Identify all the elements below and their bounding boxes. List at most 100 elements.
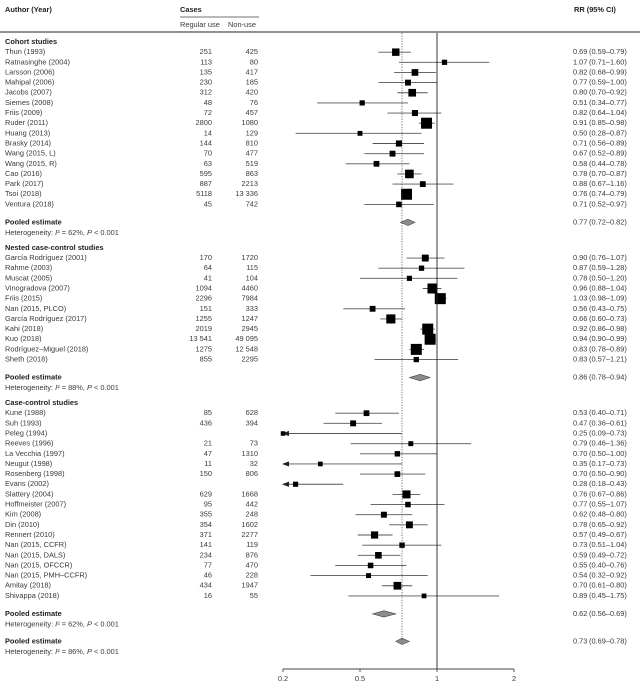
regular-use-cases: 1255 [196, 314, 212, 323]
regular-use-cases: 855 [200, 355, 212, 364]
rr-ci: (0.46–1.36) [589, 439, 627, 448]
ci-arrow-left-icon [282, 461, 289, 467]
rr-column-header: RR (95% CI) [574, 5, 616, 14]
rr-ci: (0.64–1.04) [589, 108, 627, 117]
rr-estimate: 0.94 [573, 334, 587, 343]
rr-ci: (0.17–0.73) [589, 459, 627, 468]
study-author: Nan (2015, DALS) [5, 550, 65, 559]
non-use-cases: 1080 [242, 118, 258, 127]
study-author: Neugut (1998) [5, 459, 52, 468]
pooled-estimate-label: Pooled estimate [5, 217, 62, 226]
study-estimate-square [394, 471, 401, 477]
regular-use-cases: 355 [200, 510, 212, 519]
study-estimate-square [434, 293, 446, 305]
rr-ci: (0.57–1.21) [589, 355, 627, 364]
study-author: Wang (2015, L) [5, 149, 56, 158]
regular-use-cases: 1275 [196, 344, 212, 353]
regular-use-cases: 113 [200, 57, 212, 66]
non-use-cases: 863 [246, 169, 258, 178]
study-estimate-square [369, 305, 376, 312]
regular-use-cases: 46 [204, 571, 212, 580]
rr-estimate: 0.87 [573, 263, 587, 272]
regular-use-cases: 13 541 [189, 334, 212, 343]
rr-estimate: 0.77 [573, 500, 587, 509]
rr-ci: (0.72–0.82) [589, 217, 627, 226]
rr-estimate: 0.90 [573, 253, 587, 262]
study-estimate-square [410, 343, 422, 355]
study-estimate-square [386, 314, 396, 324]
rr-ci: (0.50–1.20) [589, 273, 627, 282]
rr-ci: (0.86–0.98) [589, 324, 627, 333]
study-author: García Rodríguez (2017) [5, 314, 87, 323]
rr-estimate: 0.51 [573, 98, 587, 107]
study-estimate-square [394, 451, 401, 457]
regular-use-cases: 85 [204, 408, 212, 417]
non-use-cases: 2945 [242, 324, 258, 333]
rr-ci: (0.49–0.72) [589, 550, 627, 559]
regular-use-cases: 16 [204, 591, 212, 600]
rr-ci: (0.45–1.75) [589, 591, 627, 600]
study-author: Peleg (1994) [5, 428, 47, 437]
non-use-cases: 628 [246, 408, 258, 417]
x-tick-label: 0.2 [278, 674, 288, 683]
non-use-cases: 420 [246, 88, 258, 97]
rr-estimate: 0.73 [573, 636, 587, 645]
study-estimate-square [373, 160, 380, 167]
rr-estimate: 0.70 [573, 469, 587, 478]
rr-ci: (0.68–0.99) [589, 67, 627, 76]
regular-use-cases: 151 [200, 304, 212, 313]
regular-use-cases: 150 [200, 469, 212, 478]
rr-estimate: 0.53 [573, 408, 587, 417]
non-use-cases: 333 [246, 304, 258, 313]
rr-estimate: 0.62 [573, 609, 587, 618]
regular-use-cases: 95 [204, 500, 212, 509]
rr-estimate: 0.83 [573, 355, 587, 364]
rr-ci: (0.74–0.79) [589, 189, 627, 198]
non-use-cases: 425 [246, 47, 258, 56]
rr-ci: (0.59–0.79) [589, 47, 627, 56]
study-author: Evans (2002) [5, 479, 49, 488]
regular-use-cases: 144 [200, 138, 212, 147]
regular-use-cases: 2296 [196, 294, 212, 303]
study-estimate-square [418, 265, 425, 271]
non-use-cases: 519 [246, 159, 258, 168]
rr-estimate: 0.89 [573, 591, 587, 600]
rr-estimate: 0.96 [573, 283, 587, 292]
x-tick-label: 2 [512, 674, 516, 683]
rr-ci: (0.85–0.98) [589, 118, 627, 127]
non-use-cases: 115 [246, 263, 258, 272]
rr-ci: (0.52–0.97) [589, 199, 627, 208]
regular-use-cases: 2800 [196, 118, 212, 127]
rr-estimate: 0.55 [573, 560, 587, 569]
study-author: Rennert (2010) [5, 530, 55, 539]
section-title: Cohort studies [5, 37, 57, 46]
rr-estimate: 0.54 [573, 571, 587, 580]
study-estimate-square [405, 521, 413, 529]
study-author: Hoffmeister (2007) [5, 500, 66, 509]
rr-ci: (0.28–0.87) [589, 128, 627, 137]
regular-use-cases: 234 [200, 550, 212, 559]
rr-estimate: 0.92 [573, 324, 587, 333]
regular-use-cases: 41 [204, 273, 212, 282]
study-author: Nan (2015, CCFR) [5, 540, 67, 549]
heterogeneity-text: Heterogeneity: I² = 86%, P < 0.001 [5, 647, 119, 656]
rr-estimate: 0.77 [573, 217, 587, 226]
study-author: Ruder (2011) [5, 118, 48, 127]
study-author: Huang (2013) [5, 128, 50, 137]
rr-ci: (0.78–0.89) [589, 344, 627, 353]
pooled-estimate-diamond [371, 610, 397, 618]
regular-use-cases: 14 [204, 128, 212, 137]
rr-estimate: 0.50 [573, 128, 587, 137]
non-use-cases: 806 [246, 469, 258, 478]
heterogeneity-text: Heterogeneity: I² = 62%, P < 0.001 [5, 228, 119, 237]
non-use-cases: 470 [246, 560, 258, 569]
rr-estimate: 0.88 [573, 179, 587, 188]
study-author: Brasky (2014) [5, 138, 51, 147]
rr-ci: (0.51–1.04) [589, 540, 627, 549]
study-author: Ratnasinghe (2004) [5, 57, 70, 66]
study-author: Shivappa (2018) [5, 591, 59, 600]
rr-ci: (0.09–0.73) [589, 428, 627, 437]
study-estimate-square [392, 48, 400, 56]
regular-use-cases: 312 [200, 88, 212, 97]
non-use-cases: 2295 [242, 355, 258, 364]
